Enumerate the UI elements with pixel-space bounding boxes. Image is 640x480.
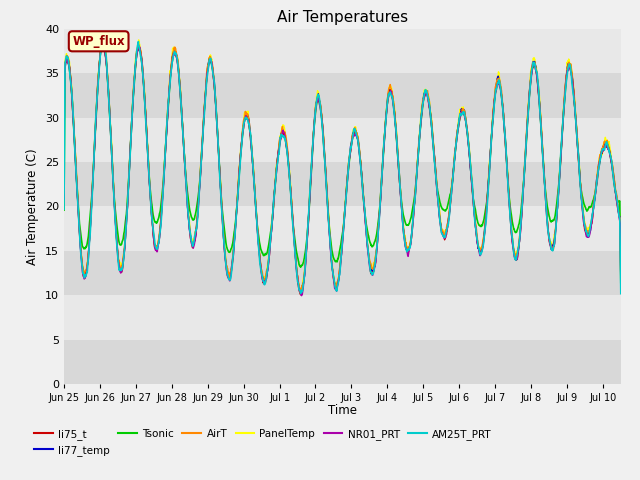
Bar [64, 340, 621, 384]
Bar [64, 206, 621, 251]
Legend: li75_t, li77_temp, Tsonic, AirT, PanelTemp, NR01_PRT, AM25T_PRT: li75_t, li77_temp, Tsonic, AirT, PanelTe… [30, 425, 496, 460]
Bar [64, 73, 621, 118]
Bar [64, 251, 621, 295]
Title: Air Temperatures: Air Temperatures [277, 10, 408, 25]
Bar [64, 118, 621, 162]
Text: WP_flux: WP_flux [72, 35, 125, 48]
Bar [64, 29, 621, 73]
Bar [64, 295, 621, 340]
Bar [64, 162, 621, 206]
Y-axis label: Air Temperature (C): Air Temperature (C) [26, 148, 40, 264]
X-axis label: Time: Time [328, 405, 357, 418]
